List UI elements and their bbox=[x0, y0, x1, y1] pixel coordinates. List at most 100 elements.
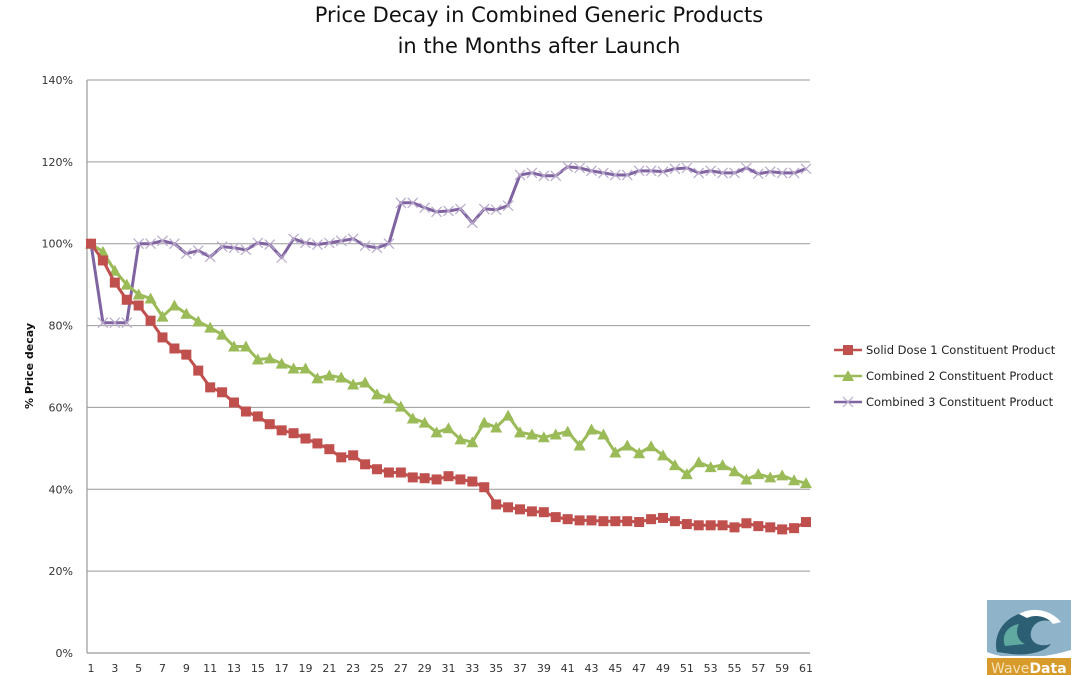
data-point bbox=[657, 166, 669, 178]
data-point bbox=[133, 238, 145, 250]
data-point bbox=[597, 428, 610, 440]
x-axis-ticks: 1 3 5 7 9 11 13 15 17 19 21 23 25 27 29 31 33 35 37 39 41 43 4… bbox=[88, 662, 814, 675]
data-point bbox=[729, 522, 740, 533]
x-tick-label: 3 bbox=[111, 662, 118, 675]
data-point bbox=[490, 204, 502, 216]
data-point bbox=[168, 238, 180, 250]
data-point bbox=[323, 369, 336, 381]
data-point bbox=[383, 467, 394, 478]
logo-text-data: Data bbox=[1029, 661, 1066, 675]
data-point bbox=[573, 439, 586, 451]
data-point bbox=[169, 343, 180, 354]
data-point bbox=[228, 340, 240, 352]
svg-text:WaveData: WaveData bbox=[991, 661, 1067, 675]
data-point bbox=[264, 419, 275, 430]
data-point bbox=[609, 446, 622, 458]
data-point bbox=[288, 428, 299, 439]
data-point bbox=[204, 321, 217, 333]
data-point bbox=[312, 438, 323, 449]
data-point bbox=[276, 425, 287, 436]
data-point bbox=[777, 524, 788, 535]
x-tick-label: 55 bbox=[728, 662, 742, 675]
legend-item: Combined 3 Constituent Product bbox=[834, 395, 1054, 409]
data-point bbox=[348, 450, 359, 461]
data-point bbox=[526, 506, 537, 517]
x-tick-label: 21 bbox=[322, 662, 336, 675]
data-point bbox=[430, 426, 443, 438]
data-point bbox=[752, 168, 764, 180]
data-point bbox=[633, 447, 646, 459]
y-tick-label: 60% bbox=[49, 401, 73, 414]
data-point bbox=[609, 169, 621, 181]
data-point bbox=[193, 365, 204, 376]
data-point bbox=[788, 167, 800, 179]
x-tick-label: 37 bbox=[513, 662, 527, 675]
data-point bbox=[324, 444, 335, 455]
x-tick-label: 47 bbox=[632, 662, 646, 675]
data-point bbox=[765, 522, 776, 533]
data-point bbox=[538, 170, 550, 182]
data-point bbox=[97, 255, 108, 266]
x-tick-label: 13 bbox=[227, 662, 241, 675]
data-point bbox=[287, 362, 300, 374]
data-point bbox=[360, 459, 371, 470]
data-point bbox=[216, 328, 229, 340]
data-point bbox=[371, 388, 383, 400]
data-point bbox=[371, 242, 383, 254]
x-tick-label: 25 bbox=[370, 662, 384, 675]
data-point bbox=[359, 240, 371, 252]
x-tick-label: 23 bbox=[346, 662, 360, 675]
data-point bbox=[729, 167, 740, 179]
data-point bbox=[789, 523, 800, 534]
data-point bbox=[204, 251, 216, 263]
data-point bbox=[347, 233, 359, 245]
data-point bbox=[252, 237, 264, 249]
data-point bbox=[454, 203, 466, 215]
x-tick-label: 51 bbox=[680, 662, 694, 675]
x-tick-label: 53 bbox=[704, 662, 718, 675]
x-tick-label: 41 bbox=[561, 662, 575, 675]
data-point bbox=[586, 515, 597, 526]
x-tick-label: 59 bbox=[775, 662, 789, 675]
data-point bbox=[574, 515, 585, 526]
data-point bbox=[336, 452, 347, 463]
data-point bbox=[801, 517, 811, 528]
data-point bbox=[419, 202, 431, 214]
data-point bbox=[228, 242, 240, 254]
data-point bbox=[466, 217, 478, 229]
data-point bbox=[764, 166, 776, 178]
data-point bbox=[645, 440, 658, 452]
data-point bbox=[669, 516, 680, 527]
data-point bbox=[549, 428, 562, 440]
data-point bbox=[788, 474, 801, 486]
x-tick-label: 17 bbox=[275, 662, 289, 675]
y-axis-ticks: 0% 20% 40% 60% 80% 100% 120% 140% bbox=[42, 74, 73, 660]
data-point bbox=[526, 167, 538, 179]
data-point bbox=[764, 471, 777, 483]
data-point bbox=[108, 264, 121, 276]
data-point bbox=[240, 244, 252, 256]
data-point bbox=[716, 459, 729, 471]
data-point bbox=[741, 518, 752, 529]
data-point bbox=[395, 467, 406, 478]
data-point bbox=[646, 514, 657, 525]
data-point bbox=[491, 499, 502, 510]
data-point bbox=[776, 469, 789, 481]
data-point bbox=[467, 476, 478, 487]
data-point bbox=[525, 428, 538, 440]
data-point bbox=[347, 378, 360, 390]
data-point bbox=[263, 352, 276, 364]
x-tick-label: 9 bbox=[183, 662, 190, 675]
data-point bbox=[121, 317, 133, 329]
wave-icon: WaveData bbox=[987, 600, 1071, 675]
data-point bbox=[502, 200, 514, 212]
x-tick-label: 39 bbox=[537, 662, 551, 675]
data-point bbox=[705, 520, 716, 531]
data-point bbox=[431, 206, 443, 218]
data-point bbox=[418, 416, 431, 428]
x-tick-label: 61 bbox=[799, 662, 813, 675]
data-point bbox=[300, 433, 311, 444]
series-3 bbox=[85, 161, 812, 329]
y-tick-label: 140% bbox=[42, 74, 73, 87]
data-point bbox=[276, 252, 288, 264]
